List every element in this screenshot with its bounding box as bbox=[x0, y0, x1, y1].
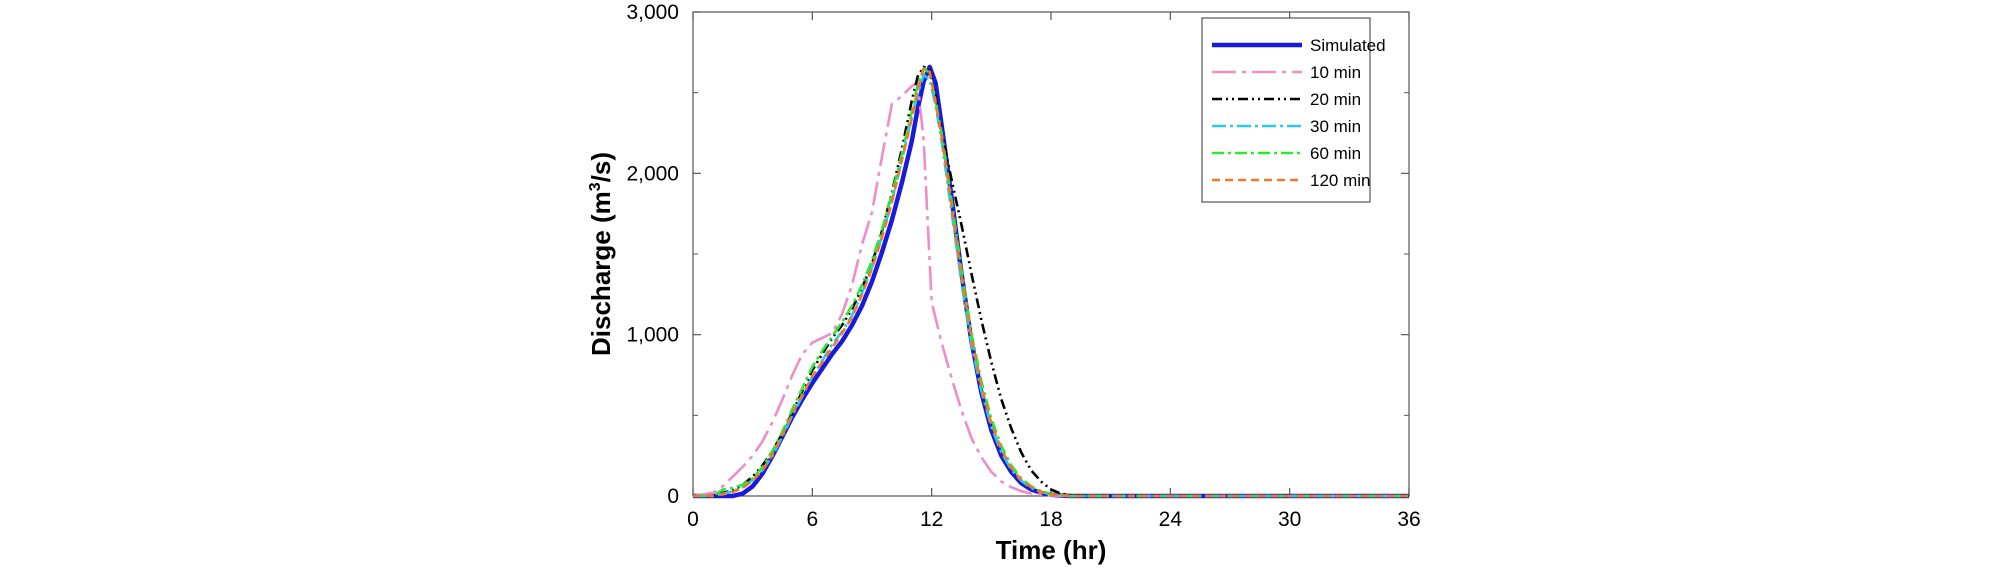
y-tick-label: 1,000 bbox=[626, 324, 679, 347]
y-axis-title-main: Discharge (m bbox=[586, 191, 616, 356]
legend-label: 20 min bbox=[1310, 90, 1361, 109]
x-axis-title: Time (hr) bbox=[996, 535, 1107, 565]
axes: 0 6 12 18 24 30 36 0 1,000 2,000 3,000 bbox=[626, 1, 1420, 531]
x-tick-label: 36 bbox=[1397, 508, 1420, 531]
y-axis-title-superscript: 3 bbox=[587, 182, 604, 191]
x-tick-label: 6 bbox=[806, 508, 818, 531]
x-tick-label: 12 bbox=[920, 508, 943, 531]
y-tick-label: 2,000 bbox=[626, 162, 679, 185]
legend-label: 120 min bbox=[1310, 171, 1370, 190]
legend-label: 30 min bbox=[1310, 117, 1361, 136]
legend-box bbox=[1201, 17, 1371, 203]
y-tick-label: 3,000 bbox=[626, 1, 679, 24]
series-line-10-min bbox=[692, 81, 1409, 498]
series-lines bbox=[692, 64, 1409, 499]
y-axis-title-tail: /s) bbox=[586, 152, 616, 182]
y-axis-title: Discharge (m3/s) bbox=[586, 152, 616, 356]
legend: Simulated 10 min 20 min 30 min 60 min 120 min bbox=[1201, 17, 1386, 203]
x-tick-label: 30 bbox=[1278, 508, 1301, 531]
series-line-120-min bbox=[693, 67, 1409, 498]
x-tick-label: 0 bbox=[687, 508, 699, 531]
legend-label: Simulated bbox=[1310, 36, 1386, 55]
y-tick-label: 0 bbox=[667, 485, 679, 508]
x-tick-label: 24 bbox=[1159, 508, 1183, 531]
legend-label: 10 min bbox=[1310, 63, 1361, 82]
x-tick-label: 18 bbox=[1039, 508, 1062, 531]
legend-label: 60 min bbox=[1310, 144, 1361, 163]
